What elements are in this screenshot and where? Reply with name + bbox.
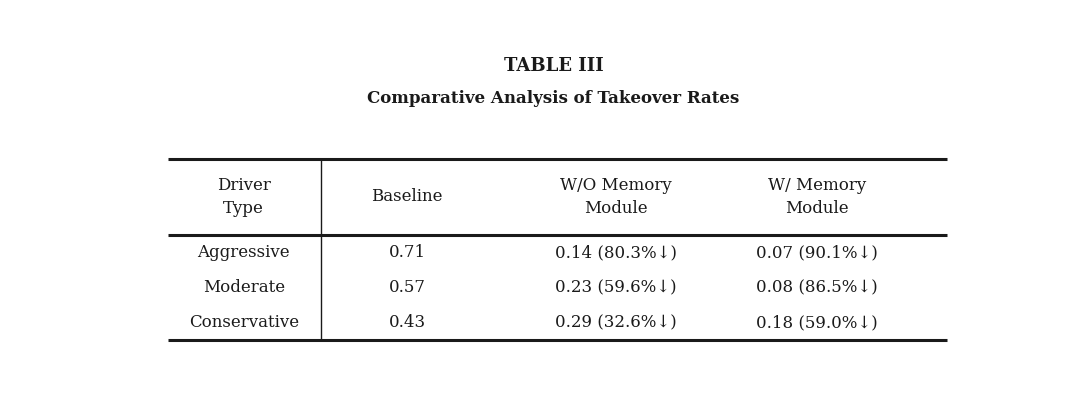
Text: 0.07 (90.1%↓): 0.07 (90.1%↓): [756, 244, 878, 261]
Text: 0.14 (80.3%↓): 0.14 (80.3%↓): [555, 244, 677, 261]
Text: 0.57: 0.57: [389, 279, 426, 296]
Text: Aggressive: Aggressive: [198, 244, 291, 261]
Text: 0.18 (59.0%↓): 0.18 (59.0%↓): [756, 314, 878, 331]
Text: 0.71: 0.71: [389, 244, 426, 261]
Text: Conservative: Conservative: [189, 314, 299, 331]
Text: W/O Memory
Module: W/O Memory Module: [561, 177, 672, 217]
Text: W/ Memory
Module: W/ Memory Module: [768, 177, 866, 217]
Text: Comparative Analysis of Takeover Rates: Comparative Analysis of Takeover Rates: [367, 90, 740, 107]
Text: 0.08 (86.5%↓): 0.08 (86.5%↓): [756, 279, 878, 296]
Text: 0.23 (59.6%↓): 0.23 (59.6%↓): [555, 279, 677, 296]
Text: Driver
Type: Driver Type: [217, 177, 271, 217]
Text: 0.29 (32.6%↓): 0.29 (32.6%↓): [555, 314, 677, 331]
Text: TABLE III: TABLE III: [503, 57, 604, 75]
Text: Moderate: Moderate: [203, 279, 285, 296]
Text: Baseline: Baseline: [372, 188, 443, 206]
Text: 0.43: 0.43: [389, 314, 426, 331]
